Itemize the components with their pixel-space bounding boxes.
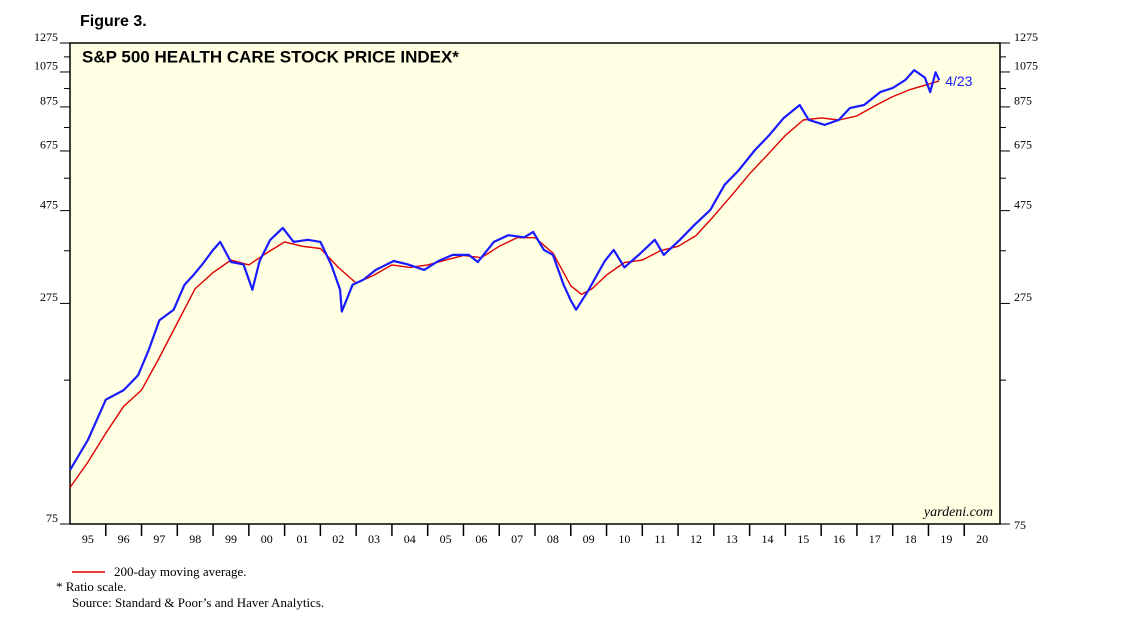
x-tick-label: 97 (153, 532, 165, 546)
x-tick-label: 98 (189, 532, 201, 546)
y2-tick-label: 1275 (1014, 30, 1038, 44)
y-tick-label: 75 (46, 511, 58, 525)
y2-tick-label: 275 (1014, 290, 1032, 304)
x-tick-label: 12 (690, 532, 702, 546)
x-tick-label: 05 (440, 532, 452, 546)
note: * Ratio scale. (56, 579, 126, 594)
x-tick-label: 06 (475, 532, 487, 546)
figure-label: Figure 3. (80, 13, 147, 30)
y2-tick-label: 675 (1014, 138, 1032, 152)
series-line (69, 80, 940, 488)
y-tick-label: 475 (40, 197, 58, 211)
x-tick-label: 19 (940, 532, 952, 546)
y2-tick-label: 75 (1014, 518, 1026, 532)
y-tick-label: 275 (40, 290, 58, 304)
x-tick-label: 15 (797, 532, 809, 546)
x-tick-label: 07 (511, 532, 523, 546)
x-tick-label: 02 (332, 532, 344, 546)
y2-tick-label: 1075 (1014, 59, 1038, 73)
legend-label: 200-day moving average. (114, 564, 246, 579)
series-line (69, 69, 941, 471)
y-tick-label: 675 (40, 138, 58, 152)
note: Source: Standard & Poor’s and Haver Anal… (72, 595, 324, 610)
x-tick-label: 95 (82, 532, 94, 546)
y-tick-label: 1275 (34, 30, 58, 44)
end-label: 4/23 (945, 73, 972, 89)
x-tick-label: 03 (368, 532, 380, 546)
chart-title: S&P 500 HEALTH CARE STOCK PRICE INDEX* (82, 47, 459, 66)
x-tick-label: 09 (583, 532, 595, 546)
x-tick-label: 20 (976, 532, 988, 546)
x-tick-label: 16 (833, 532, 845, 546)
y2-tick-label: 875 (1014, 94, 1032, 108)
x-tick-label: 17 (869, 532, 881, 546)
x-tick-label: 00 (261, 532, 273, 546)
y2-tick-label: 475 (1014, 197, 1032, 211)
x-tick-label: 08 (547, 532, 559, 546)
plot-area (69, 42, 1001, 525)
x-tick-label: 13 (726, 532, 738, 546)
x-tick-label: 99 (225, 532, 237, 546)
x-tick-label: 11 (654, 532, 666, 546)
x-tick-label: 01 (297, 532, 309, 546)
watermark: yardeni.com (922, 505, 993, 520)
y-tick-label: 1075 (34, 59, 58, 73)
x-tick-label: 10 (618, 532, 630, 546)
x-tick-label: 04 (404, 532, 416, 546)
x-tick-label: 14 (762, 532, 774, 546)
x-tick-label: 96 (118, 532, 130, 546)
y-tick-label: 875 (40, 94, 58, 108)
x-tick-label: 18 (905, 532, 917, 546)
